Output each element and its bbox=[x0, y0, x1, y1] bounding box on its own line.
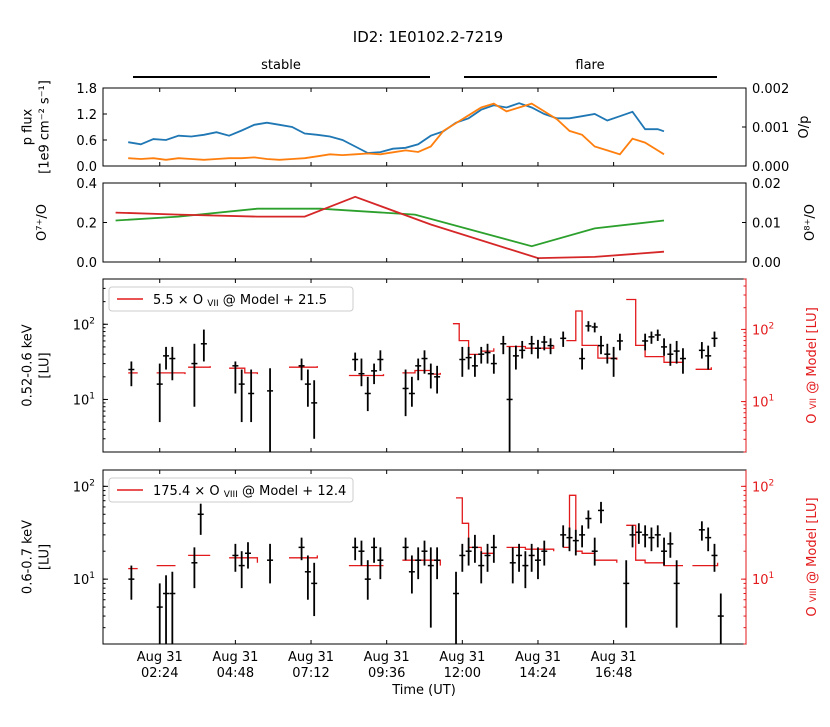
x-tick-label-time: 14:24 bbox=[519, 666, 556, 681]
o8-axis-label: O⁸⁺/O bbox=[803, 204, 818, 241]
panel-1-frame bbox=[102, 87, 747, 167]
x-tick-label-date: Aug 31 bbox=[439, 650, 485, 665]
model-step-line bbox=[229, 557, 259, 563]
legend-box bbox=[108, 286, 354, 312]
y-tick-label: 101 bbox=[73, 571, 95, 588]
x-axis-label: Time (UT) bbox=[391, 683, 456, 698]
model-step-line bbox=[156, 372, 186, 375]
panel-o7-band: 101 102 101 102 5.5 × O VII @ Model + 21.5 0.… bbox=[21, 278, 820, 453]
model-step-line bbox=[626, 298, 684, 364]
right-y-tick-label: 0.01 bbox=[752, 217, 781, 232]
o-to-p-axis-label: O/p bbox=[797, 116, 812, 139]
panel-o8-band-axis-label-line: 0.6-0.7 keV bbox=[21, 520, 36, 594]
model-step-line bbox=[506, 345, 555, 349]
y-tick-label: 102 bbox=[73, 478, 95, 495]
x-tick-label-date: Aug 31 bbox=[212, 650, 258, 665]
x-tick-label-date: Aug 31 bbox=[137, 650, 183, 665]
y-tick-label: 102 bbox=[73, 316, 95, 333]
model-step-line bbox=[566, 310, 618, 360]
model-step-line bbox=[188, 366, 211, 368]
right-y-tick-label: 101 bbox=[752, 394, 774, 411]
model-step-line bbox=[402, 559, 441, 566]
o8-fraction-line bbox=[115, 195, 665, 260]
model-step-line bbox=[692, 562, 719, 567]
period-annotations: stable flare bbox=[133, 58, 717, 78]
o-to-p-line bbox=[128, 102, 665, 161]
panel-o7-band-axis-label-line: 0.52-0.6 keV bbox=[21, 324, 36, 407]
right-y-tick-label: 102 bbox=[752, 321, 774, 338]
right-y-tick-label: 0.00 bbox=[752, 256, 781, 271]
x-tick-label-date: Aug 31 bbox=[288, 650, 334, 665]
panel-o8-band-right-axis-label-text: O VIII @ Model [LU] bbox=[805, 497, 820, 616]
p-flux-axis-label-line: [1e9 cm⁻² s⁻¹] bbox=[38, 80, 53, 174]
x-tick-label-time: 04:48 bbox=[217, 666, 254, 681]
x-tick-label-date: Aug 31 bbox=[364, 650, 410, 665]
panel-o7-band-right-axis-label-text: O VII @ Model [LU] bbox=[805, 307, 820, 424]
model-step-line bbox=[229, 367, 259, 375]
legend: 175.4 × O VIII @ Model + 12.4 bbox=[108, 477, 354, 503]
y-tick-label: 0.6 bbox=[76, 134, 97, 149]
stable-label: stable bbox=[261, 58, 301, 73]
right-y-tick-label: 0.002 bbox=[752, 82, 789, 97]
legend-text: 175.4 × O VIII @ Model + 12.4 bbox=[153, 484, 346, 500]
panel-proton-flux: 0.0 0.6 1.2 1.8 0.000 0.001 0.002 p flux [1e9 cm… bbox=[21, 80, 813, 175]
panel-o8-band-right-axis-label: O VIII @ Model [LU] bbox=[805, 497, 820, 616]
model-step-line bbox=[563, 494, 618, 563]
o8-axis-label-line: O⁸⁺/O bbox=[803, 204, 818, 241]
model-step-line bbox=[289, 366, 318, 368]
panel-o7-band-axis-label-line: [LU] bbox=[38, 352, 53, 378]
right-y-tick-label: 0.001 bbox=[752, 121, 789, 136]
panel-o8-band-axis-label-line: [LU] bbox=[38, 544, 53, 570]
y-tick-label: 0.4 bbox=[76, 177, 97, 192]
y-tick-label: 1.2 bbox=[76, 108, 97, 123]
legend-text: 5.5 × O VII @ Model + 21.5 bbox=[153, 293, 327, 309]
legend: 5.5 × O VII @ Model + 21.5 bbox=[108, 286, 354, 312]
figure-title: ID2: 1E0102.2-7219 bbox=[353, 28, 503, 46]
right-y-tick-label: 0.000 bbox=[752, 160, 789, 175]
panel-o8-band-axis-label: 0.6-0.7 keV [LU] bbox=[21, 520, 53, 594]
x-tick-label-time: 02:24 bbox=[141, 666, 178, 681]
y-tick-label: 101 bbox=[73, 391, 95, 408]
y-tick-label: 0.0 bbox=[76, 160, 97, 175]
p-flux-axis-label: p flux [1e9 cm⁻² s⁻¹] bbox=[21, 80, 53, 174]
o-to-p-axis-label-line: O/p bbox=[797, 116, 812, 139]
y-tick-label: 0.0 bbox=[76, 256, 97, 271]
p-flux-line bbox=[128, 102, 665, 154]
x-tick-label-date: Aug 31 bbox=[591, 650, 637, 665]
x-tick-label-time: 12:00 bbox=[444, 666, 481, 681]
y-tick-label: 0.2 bbox=[76, 217, 97, 232]
x-tick-label-time: 16:48 bbox=[595, 666, 632, 681]
legend-box bbox=[108, 477, 354, 503]
o7-axis-label-line: O⁷⁺/O bbox=[35, 204, 50, 241]
p-flux-axis-label-line: p flux bbox=[21, 108, 36, 145]
x-tick-label-time: 07:12 bbox=[292, 666, 329, 681]
panel-o7-band-right-axis-label: O VII @ Model [LU] bbox=[805, 307, 820, 424]
model-step-line bbox=[695, 367, 712, 370]
panel-ion-fractions: 0.0 0.2 0.4 0.00 0.01 0.02 O⁷⁺/O O⁸⁺/O bbox=[35, 177, 818, 271]
o7-axis-label: O⁷⁺/O bbox=[35, 204, 50, 241]
model-step-line bbox=[402, 369, 441, 375]
x-tick-label-date: Aug 31 bbox=[515, 650, 561, 665]
panel-o7-band-axis-label: 0.52-0.6 keV [LU] bbox=[21, 324, 53, 407]
x-tick-label-time: 09:36 bbox=[368, 666, 405, 681]
model-step-line bbox=[289, 555, 318, 559]
model-step-line bbox=[348, 374, 385, 377]
right-y-tick-label: 102 bbox=[752, 478, 774, 495]
right-y-tick-label: 0.02 bbox=[752, 177, 781, 192]
model-step-line bbox=[626, 524, 683, 567]
flare-label: flare bbox=[575, 58, 604, 73]
right-y-tick-label: 101 bbox=[752, 571, 774, 588]
y-tick-label: 1.8 bbox=[76, 82, 97, 97]
